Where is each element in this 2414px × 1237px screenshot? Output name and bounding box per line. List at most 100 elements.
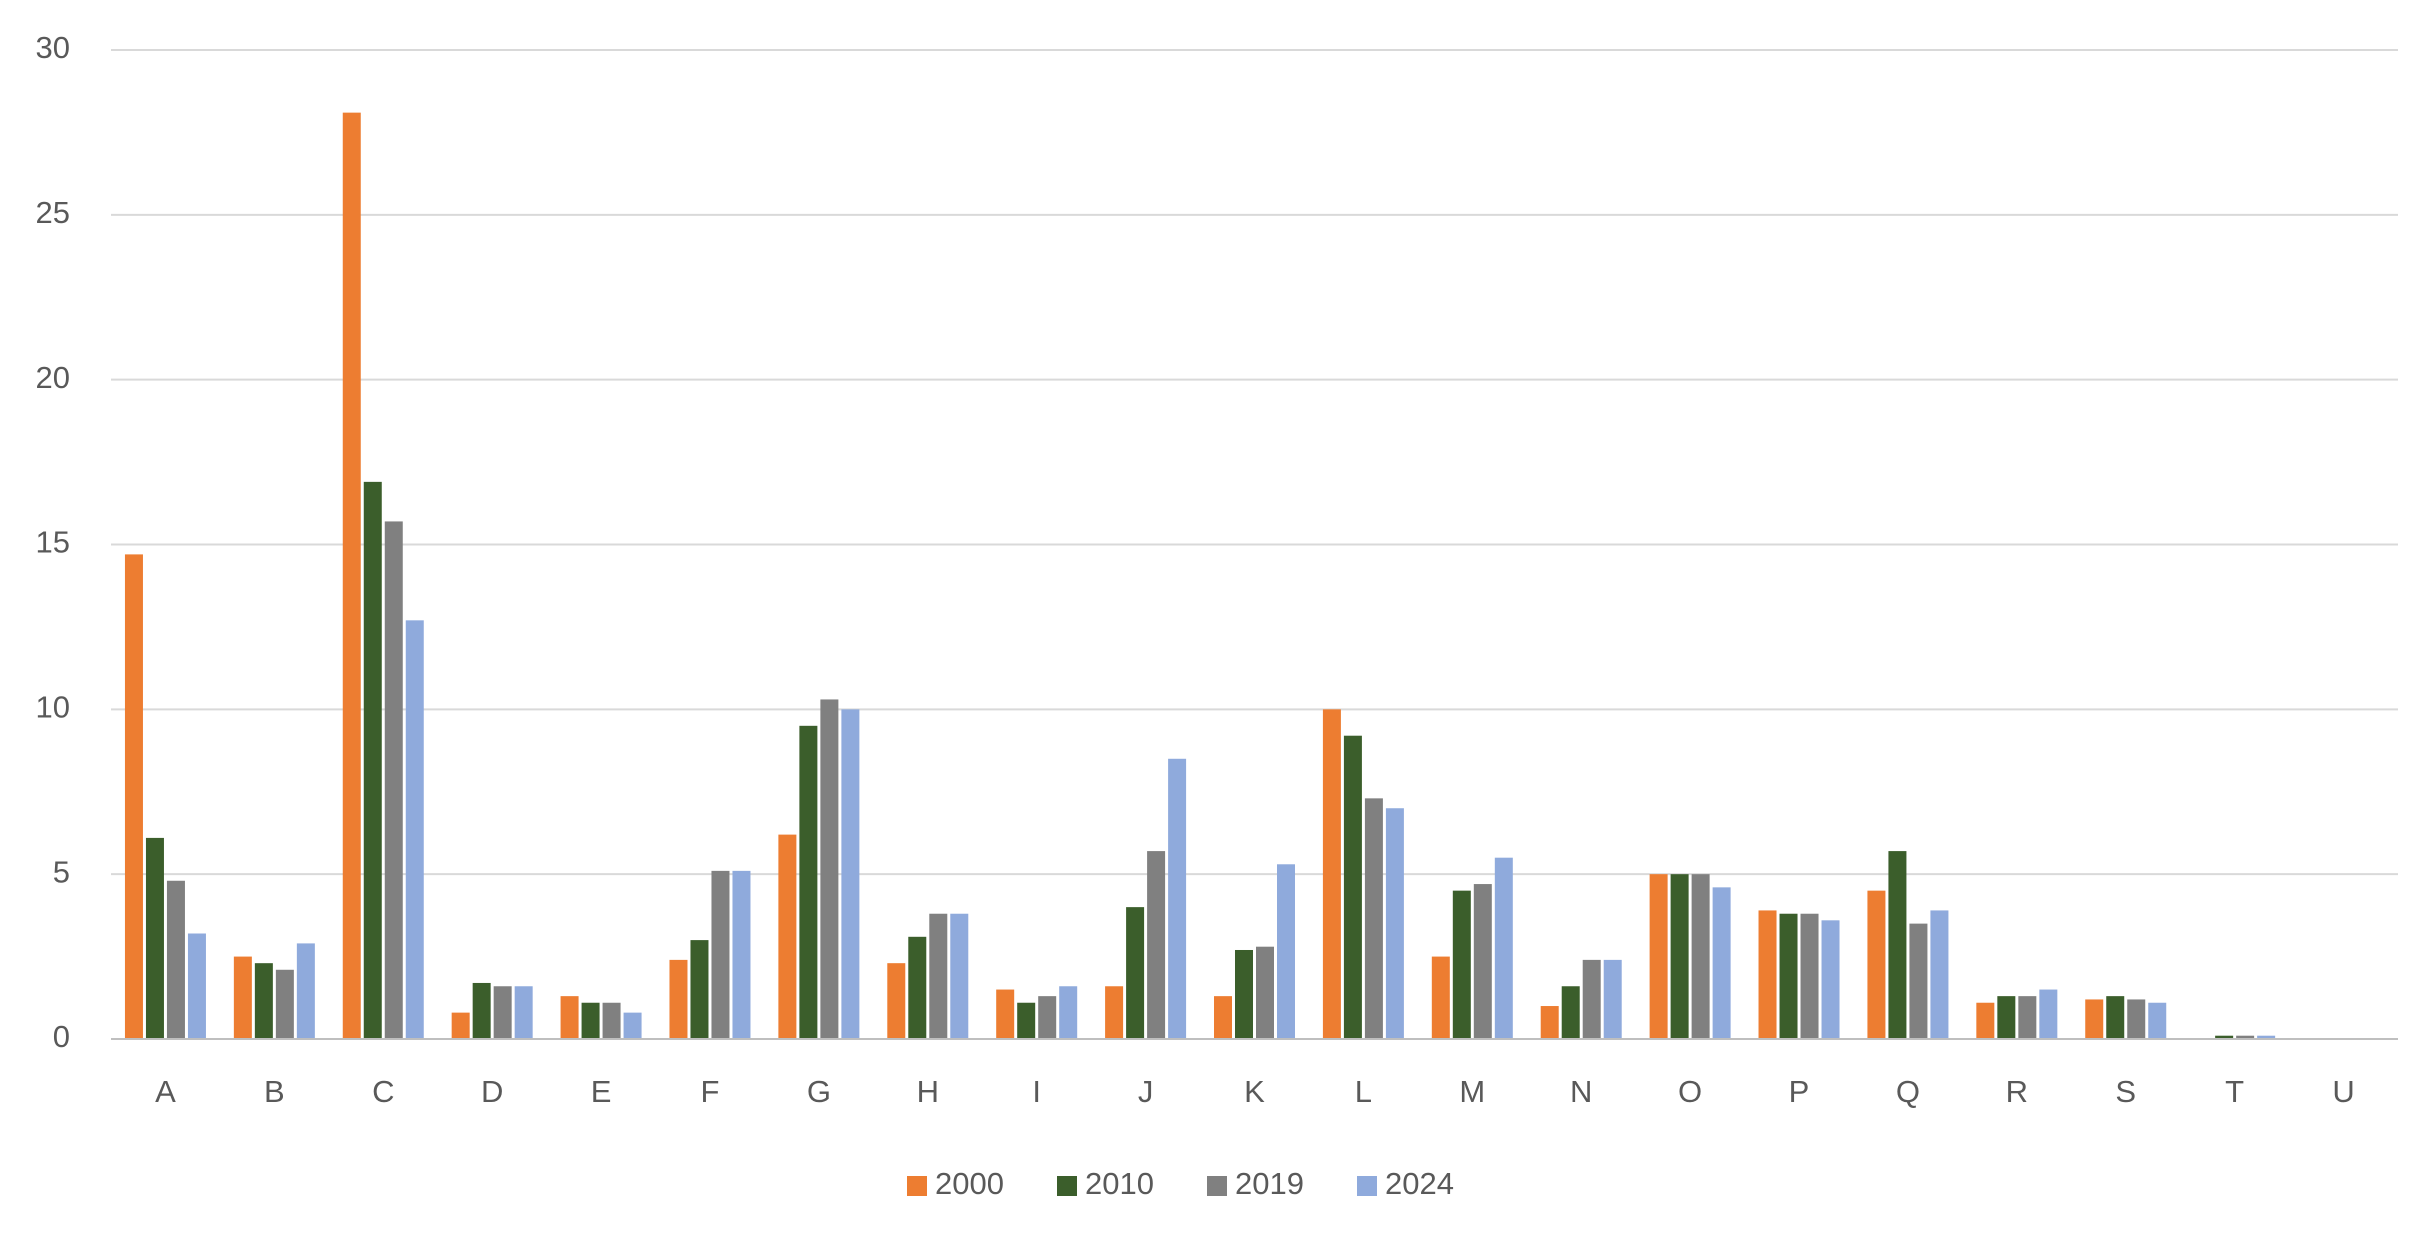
x-tick-label: R bbox=[2006, 1074, 2028, 1109]
bar bbox=[1147, 851, 1166, 1039]
bar bbox=[1473, 884, 1492, 1039]
legend-swatch bbox=[1357, 1176, 1377, 1196]
y-tick-label: 25 bbox=[36, 195, 70, 230]
bar bbox=[996, 989, 1015, 1039]
bar bbox=[233, 956, 252, 1039]
bar bbox=[275, 969, 294, 1039]
x-tick-label: Q bbox=[1896, 1074, 1920, 1109]
x-tick-label: U bbox=[2332, 1074, 2354, 1109]
bar bbox=[1059, 986, 1078, 1039]
bar bbox=[560, 996, 579, 1039]
bar bbox=[1800, 913, 1819, 1039]
bar bbox=[2215, 1035, 2234, 1039]
bar bbox=[1540, 1006, 1559, 1039]
bar bbox=[799, 725, 818, 1039]
bar bbox=[581, 1002, 600, 1039]
bar bbox=[669, 959, 688, 1039]
bar bbox=[1343, 735, 1362, 1039]
bar bbox=[1256, 946, 1274, 1039]
bar bbox=[929, 913, 948, 1039]
bar bbox=[623, 1012, 642, 1039]
y-tick-label: 15 bbox=[36, 525, 70, 560]
x-tick-label: J bbox=[1138, 1074, 1154, 1109]
bar bbox=[711, 870, 730, 1039]
bar bbox=[187, 933, 206, 1039]
bar bbox=[1431, 956, 1450, 1039]
bar bbox=[363, 481, 382, 1039]
bar bbox=[1779, 913, 1798, 1039]
bar bbox=[1385, 808, 1404, 1039]
x-tick-label: F bbox=[701, 1074, 720, 1109]
x-tick-label: M bbox=[1459, 1074, 1485, 1109]
x-tick-label: B bbox=[264, 1074, 285, 1109]
bar bbox=[1126, 907, 1145, 1039]
bar bbox=[1105, 986, 1124, 1039]
x-tick-label: S bbox=[2115, 1074, 2136, 1109]
bar bbox=[514, 986, 533, 1039]
bar bbox=[1603, 959, 1622, 1039]
x-tick-label: G bbox=[807, 1074, 831, 1109]
legend-label: 2010 bbox=[1085, 1166, 1154, 1201]
bar bbox=[1821, 920, 1840, 1039]
bar bbox=[1758, 910, 1777, 1039]
x-tick-label: L bbox=[1355, 1074, 1372, 1109]
bar bbox=[2236, 1035, 2255, 1039]
y-tick-label: 10 bbox=[36, 690, 70, 725]
bar bbox=[384, 521, 403, 1039]
bar bbox=[1364, 798, 1383, 1039]
bar bbox=[1909, 923, 1928, 1039]
bar bbox=[950, 913, 969, 1039]
bar bbox=[887, 963, 906, 1039]
bar bbox=[2127, 999, 2146, 1039]
x-tick-label: E bbox=[591, 1074, 612, 1109]
bar bbox=[1976, 1002, 1995, 1039]
bar bbox=[1168, 758, 1187, 1039]
bar bbox=[2039, 989, 2058, 1039]
bar bbox=[405, 620, 424, 1039]
bar bbox=[1649, 874, 1668, 1039]
bar bbox=[1017, 1002, 1036, 1039]
x-tick-label: K bbox=[1244, 1074, 1265, 1109]
bar bbox=[145, 837, 164, 1039]
bar bbox=[166, 880, 185, 1039]
bar bbox=[2257, 1035, 2276, 1039]
bar bbox=[1322, 709, 1341, 1039]
legend-label: 2019 bbox=[1235, 1166, 1304, 1201]
legend-label: 2000 bbox=[935, 1166, 1004, 1201]
bar bbox=[124, 554, 143, 1039]
bar bbox=[1930, 910, 1949, 1039]
legend-swatch bbox=[1057, 1176, 1077, 1196]
bar bbox=[1452, 890, 1471, 1039]
bar bbox=[1670, 874, 1689, 1039]
x-tick-label: D bbox=[481, 1074, 503, 1109]
bar bbox=[493, 986, 512, 1039]
bar bbox=[2106, 996, 2125, 1039]
x-tick-label: P bbox=[1789, 1074, 1810, 1109]
x-tick-label: I bbox=[1032, 1074, 1041, 1109]
legend-swatch bbox=[1207, 1176, 1227, 1196]
x-tick-label: T bbox=[2225, 1074, 2244, 1109]
legend-label: 2024 bbox=[1385, 1166, 1454, 1201]
bar bbox=[841, 709, 860, 1039]
bar bbox=[690, 940, 709, 1039]
y-tick-label: 20 bbox=[36, 360, 70, 395]
bar bbox=[778, 834, 797, 1039]
bar bbox=[820, 699, 839, 1039]
bar bbox=[1214, 996, 1232, 1039]
x-tick-label: N bbox=[1570, 1074, 1592, 1109]
y-tick-label: 5 bbox=[53, 854, 70, 889]
y-tick-label: 30 bbox=[36, 30, 70, 65]
bar bbox=[1582, 959, 1601, 1039]
bar bbox=[1888, 851, 1907, 1039]
bar bbox=[1235, 949, 1253, 1039]
bar bbox=[296, 943, 315, 1039]
bar bbox=[1038, 996, 1057, 1039]
bar bbox=[1997, 996, 2016, 1039]
bar bbox=[732, 870, 751, 1039]
bar bbox=[1712, 887, 1731, 1039]
bar bbox=[602, 1002, 621, 1039]
bar bbox=[451, 1012, 470, 1039]
bar bbox=[1494, 857, 1513, 1039]
bar bbox=[1561, 986, 1580, 1039]
